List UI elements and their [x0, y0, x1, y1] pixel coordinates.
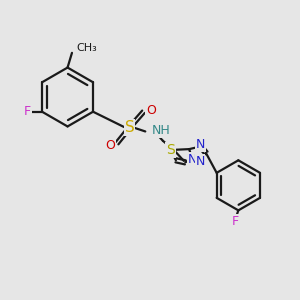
- Text: N: N: [188, 153, 197, 166]
- Text: F: F: [24, 105, 31, 118]
- Text: N: N: [196, 139, 205, 152]
- Text: F: F: [232, 215, 239, 228]
- Text: N: N: [195, 155, 205, 168]
- Text: S: S: [166, 143, 175, 157]
- Text: O: O: [146, 104, 156, 117]
- Text: NH: NH: [152, 124, 171, 137]
- Text: O: O: [106, 139, 116, 152]
- Text: S: S: [124, 120, 134, 135]
- Text: CH₃: CH₃: [76, 44, 97, 53]
